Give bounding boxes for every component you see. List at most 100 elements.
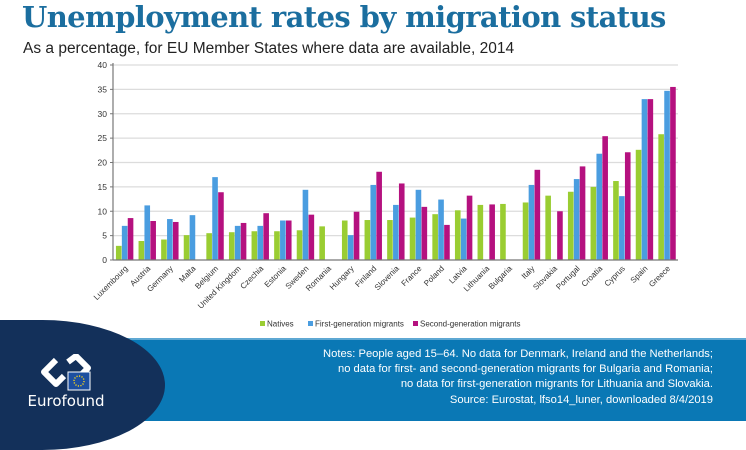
bar-second-generation-migrants [647, 99, 654, 260]
footer: Eurofound Notes: People aged 15–64. No d… [0, 320, 746, 450]
bar-second-generation-migrants [376, 171, 382, 260]
bar-first-generation-migrants [664, 90, 670, 261]
x-tick-label: Portugal [554, 264, 582, 292]
bar-natives [228, 232, 235, 260]
y-tick-labels: 0 5 10 15 20 25 30 35 40 [98, 60, 108, 265]
bar-natives [341, 220, 348, 260]
bar-natives [522, 202, 529, 260]
bar-natives [161, 239, 167, 260]
bar-second-generation-migrants [534, 169, 541, 260]
bar-first-generation-migrants [121, 225, 128, 260]
note-line: Notes: People aged 15–64. No data for De… [323, 348, 713, 360]
bar-natives [183, 235, 190, 260]
x-tick-label: Italy [520, 264, 537, 281]
bar-first-generation-migrants [347, 235, 354, 260]
bar-natives [613, 181, 619, 260]
bar-natives [454, 210, 461, 260]
x-tick-label: Poland [422, 264, 446, 288]
bar-first-generation-migrants [393, 204, 399, 260]
bar-second-generation-migrants [624, 152, 631, 260]
bar-second-generation-migrants [172, 221, 179, 260]
x-tick-label: Bulgaria [487, 264, 515, 292]
bar-second-generation-migrants [398, 183, 405, 260]
bar-second-generation-migrants [670, 86, 676, 260]
bar-chart: 0 5 10 15 20 25 30 35 40 LuxembourgAustriaGerman… [92, 60, 678, 329]
bar-first-generation-migrants [415, 189, 422, 260]
bar-second-generation-migrants [127, 218, 134, 260]
bar-first-generation-migrants [257, 225, 264, 260]
y-tick-label: 25 [98, 133, 108, 143]
note-line: no data for first- and second-generation… [338, 363, 713, 376]
x-tick-label: Luxembourg [92, 264, 130, 302]
y-tick-label: 35 [98, 84, 108, 94]
bar-natives [432, 214, 438, 260]
note-line: no data for first-generation migrants fo… [400, 378, 713, 391]
bar-first-generation-migrants [573, 179, 580, 260]
bar-natives [387, 220, 393, 260]
bar-first-generation-migrants [234, 225, 241, 260]
x-tick-label: France [400, 264, 424, 288]
bar-first-generation-migrants [189, 215, 196, 260]
x-tick-label: Slovenia [373, 264, 401, 292]
y-tick-label: 15 [98, 182, 108, 192]
bar-second-generation-migrants [285, 220, 292, 260]
bar-second-generation-migrants [489, 204, 495, 260]
bar-first-generation-migrants [619, 196, 625, 260]
bar-second-generation-migrants [444, 224, 450, 260]
bar-natives [409, 217, 416, 260]
bar-first-generation-migrants [370, 184, 377, 260]
chain-link-icon [41, 353, 91, 391]
bar-first-generation-migrants [167, 219, 173, 260]
x-tick-label: Slovakia [531, 264, 559, 292]
bar-second-generation-migrants [218, 192, 224, 260]
bar-first-generation-migrants [596, 153, 603, 260]
bar-natives [251, 231, 258, 260]
bar-second-generation-migrants [466, 195, 473, 260]
legend-swatch [413, 321, 418, 326]
x-tick-label: Spain [629, 264, 650, 285]
bar-second-generation-migrants [308, 214, 315, 260]
bar-natives [477, 204, 484, 260]
bar-second-generation-migrants [421, 206, 428, 260]
x-tick-label: Romania [304, 264, 333, 293]
legend: Natives First-generation migrants Second-g… [260, 320, 521, 329]
x-tick-label: Hungary [328, 264, 356, 292]
y-tick-label: 20 [98, 158, 108, 168]
axes [112, 63, 678, 261]
chart-subtitle: As a percentage, for EU Member States wh… [23, 40, 515, 57]
bar-natives [500, 203, 506, 260]
y-tick-label: 40 [98, 60, 108, 70]
bar-natives [567, 191, 574, 260]
bar-second-generation-migrants [602, 136, 608, 260]
eu-flag-icon [73, 375, 85, 387]
y-tick-label: 30 [98, 109, 108, 119]
notes: Notes: People aged 15–64. No data for De… [323, 347, 713, 408]
bar-natives [296, 230, 303, 260]
x-tick-label: Cyprus [603, 264, 627, 288]
eurofound-logo[interactable]: Eurofound [26, 353, 106, 418]
bar-first-generation-migrants [144, 205, 151, 260]
y-tick-label: 0 [102, 255, 107, 265]
x-tick-label: Czechia [239, 264, 266, 291]
x-tick-label: Croatia [580, 264, 605, 289]
bar-first-generation-migrants [641, 99, 648, 260]
bars [115, 86, 676, 261]
bar-second-generation-migrants [263, 213, 269, 260]
logo-text: Eurofound [27, 392, 105, 410]
bar-second-generation-migrants [240, 222, 247, 260]
bar-second-generation-migrants [150, 221, 156, 260]
legend-swatch [260, 321, 265, 326]
bar-natives [658, 134, 664, 260]
bar-first-generation-migrants [460, 218, 467, 260]
bar-natives [635, 149, 642, 260]
bar-natives [545, 195, 551, 260]
bar-first-generation-migrants [528, 184, 535, 260]
legend-label: Natives [267, 320, 294, 329]
chart-title: Unemployment rates by migration status [22, 0, 666, 34]
legend-swatch [308, 321, 313, 326]
bar-natives [590, 186, 597, 260]
bar-first-generation-migrants [280, 220, 286, 260]
bar-second-generation-migrants [579, 166, 586, 260]
bar-first-generation-migrants [212, 177, 218, 260]
